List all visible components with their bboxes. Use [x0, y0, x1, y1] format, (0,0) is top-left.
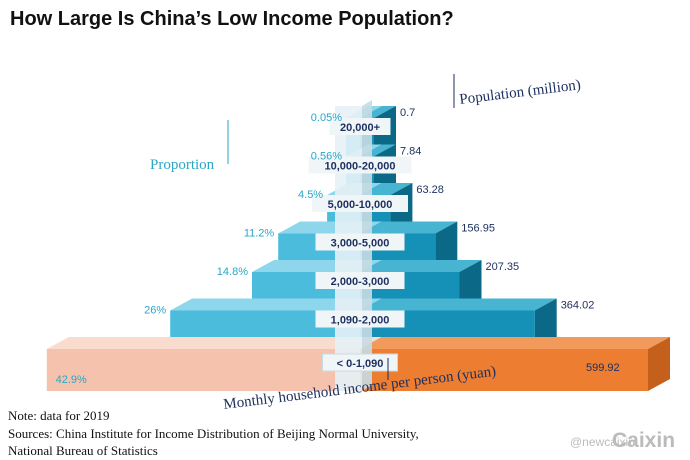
population-label-2: 207.35 — [486, 261, 520, 273]
category-label-2: 2,000-3,000 — [331, 276, 390, 288]
category-label-1: 1,090-2,000 — [331, 315, 390, 327]
population-bar-top-3 — [360, 221, 458, 234]
proportion-axis-label: Proportion — [150, 157, 215, 173]
pyramid-labels: < 0-1,090 42.9% 599.92 1,090-2,000 26% 364.02… — [56, 107, 620, 386]
proportion-label-6: 0.05% — [311, 112, 342, 124]
population-bar-top-1 — [360, 298, 557, 311]
sources-text: Sources: China Institute for Income Dist… — [8, 426, 419, 441]
proportion-label-1: 26% — [144, 305, 166, 317]
watermark-handle: @newcaixin — [570, 435, 635, 449]
proportion-label-3: 11.2% — [244, 228, 275, 240]
category-box-6 — [329, 118, 391, 135]
population-label-5: 7.84 — [400, 146, 421, 158]
population-axis-label: Population (million) — [459, 77, 582, 108]
population-bar-0 — [360, 349, 648, 391]
population-label-1: 364.02 — [561, 300, 595, 312]
category-label-6: 20,000+ — [340, 122, 380, 134]
population-label-6: 0.7 — [400, 107, 415, 119]
category-box-4 — [312, 195, 408, 212]
category-label-0: < 0-1,090 — [337, 358, 384, 370]
category-label-5: 10,000-20,000 — [325, 161, 396, 173]
proportion-bar-top-0 — [46, 337, 383, 349]
proportion-bar-0 — [46, 349, 361, 391]
proportion-label-0: 42.9% — [56, 374, 87, 386]
proportion-label-5: 0.56% — [311, 151, 342, 163]
category-box-1 — [315, 310, 405, 328]
category-box-5 — [308, 156, 412, 174]
population-bar-side-0 — [648, 337, 670, 391]
population-bar-top-2 — [360, 260, 482, 272]
proportion-label-4: 4.5% — [298, 189, 323, 201]
population-label-0: 599.92 — [586, 362, 620, 374]
population-bar-top-4 — [360, 183, 413, 195]
proportion-bar-top-1 — [170, 298, 382, 311]
note-text: Note: data for 2019 — [8, 408, 109, 423]
category-box-2 — [315, 272, 405, 289]
category-box-3 — [315, 233, 405, 251]
proportion-label-2: 14.8% — [217, 266, 248, 278]
category-label-3: 3,000-5,000 — [331, 238, 390, 250]
chart-title: How Large Is China’s Low Income Populati… — [10, 8, 454, 30]
category-label-4: 5,000-10,000 — [328, 199, 393, 211]
bar-row-0 — [46, 337, 670, 391]
population-bar-top-0 — [360, 337, 670, 349]
watermark-brand: Caixin — [612, 429, 675, 452]
category-box-0 — [322, 353, 398, 372]
population-label-4: 63.28 — [416, 184, 444, 196]
population-label-3: 156.95 — [461, 223, 495, 235]
sources-text-line2: National Bureau of Statistics — [8, 443, 158, 458]
